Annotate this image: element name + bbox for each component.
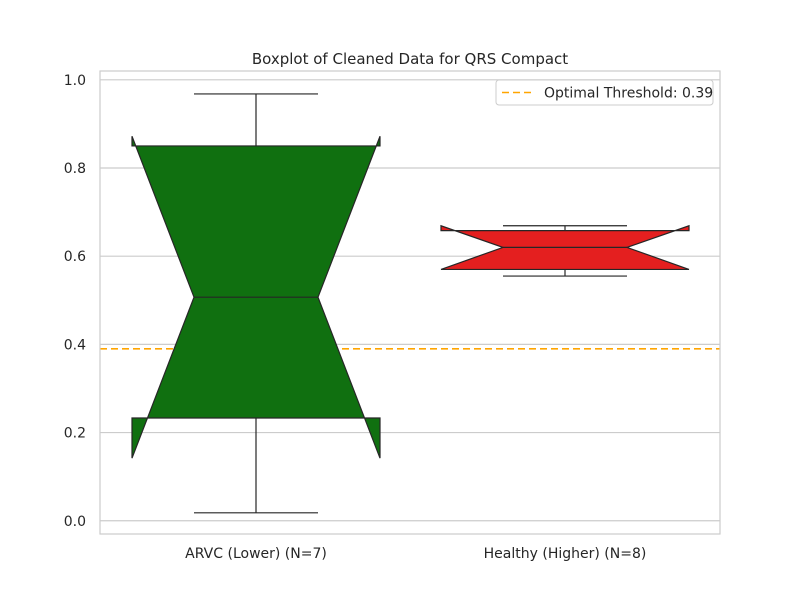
legend: Optimal Threshold: 0.39: [495, 79, 714, 106]
box-healthy: [440, 224, 690, 277]
boxes-layer: [131, 93, 690, 514]
legend-threshold-label: Optimal Threshold: 0.39: [544, 86, 713, 102]
box-arvc: [131, 93, 381, 514]
y-tick-label: 0.0: [64, 514, 86, 530]
y-tick-label: 0.4: [64, 337, 86, 353]
chart-title: Boxplot of Cleaned Data for QRS Compact: [252, 50, 568, 68]
legend-frame: [495, 79, 714, 106]
plot-frame: [99, 70, 721, 535]
y-tick-label: 0.8: [64, 161, 86, 177]
y-tick-label: 0.2: [64, 426, 86, 442]
x-tick-label: ARVC (Lower) (N=7): [185, 546, 327, 562]
x-tick-label: Healthy (Higher) (N=8): [484, 546, 647, 562]
y-tick-label: 1.0: [64, 73, 86, 89]
axis-labels: 0.0 0.2 0.4 0.6 0.8 1.0 ARVC (Lower) (N=7) Heal…: [64, 73, 647, 562]
y-tick-label: 0.6: [64, 249, 86, 265]
